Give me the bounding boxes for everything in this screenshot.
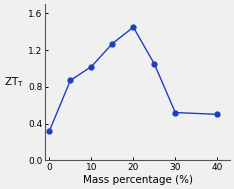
X-axis label: Mass percentage (%): Mass percentage (%) — [83, 175, 193, 185]
Y-axis label: ZT$_\mathrm{T}$: ZT$_\mathrm{T}$ — [4, 75, 24, 89]
